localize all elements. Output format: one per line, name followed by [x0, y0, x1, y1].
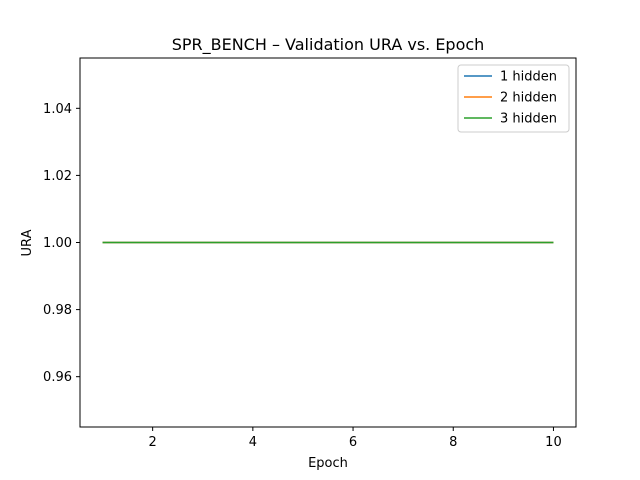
- x-axis-title: Epoch: [308, 456, 348, 471]
- legend-frame: [457, 64, 570, 133]
- chart-title: SPR_BENCH – Validation URA vs. Epoch: [172, 35, 485, 55]
- x-axis: 2 4 6 8 10: [149, 427, 562, 450]
- x-tick-label: 6: [349, 435, 357, 450]
- y-tick-label: 1.04: [43, 102, 72, 117]
- legend-label-1: 1 hidden: [500, 70, 557, 85]
- y-tick-label: 0.98: [43, 303, 72, 318]
- x-tick-label: 4: [249, 435, 257, 450]
- x-tick-label: 8: [449, 435, 457, 450]
- legend-label-2: 2 hidden: [500, 91, 557, 106]
- y-tick-label: 1.00: [43, 236, 72, 251]
- y-axis: 0.96 0.98 1.00 1.02 1.04: [43, 102, 80, 385]
- legend-label-3: 3 hidden: [500, 112, 557, 127]
- y-tick-label: 0.96: [43, 370, 72, 385]
- y-tick-label: 1.02: [43, 169, 72, 184]
- x-tick-label: 10: [545, 435, 562, 450]
- legend: 1 hidden 2 hidden 3 hidden: [457, 64, 570, 133]
- y-axis-title: URA: [20, 229, 35, 256]
- x-tick-label: 2: [149, 435, 157, 450]
